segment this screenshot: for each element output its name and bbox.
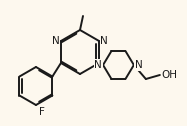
Text: N: N (52, 36, 60, 46)
Text: OH: OH (162, 70, 178, 80)
Text: N: N (135, 60, 143, 70)
Text: N: N (100, 36, 108, 46)
Text: N: N (94, 60, 102, 70)
Text: F: F (39, 107, 45, 117)
